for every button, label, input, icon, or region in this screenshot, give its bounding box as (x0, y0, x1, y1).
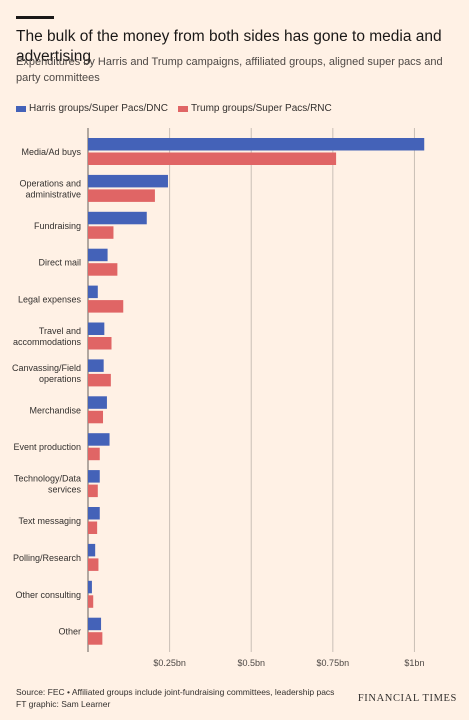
bar-trump (88, 300, 124, 313)
category-label: Polling/Research (13, 553, 81, 563)
category-label-line: Media/Ad buys (21, 147, 81, 157)
x-tick-label: $0.25bn (153, 658, 186, 668)
category-label: Direct mail (38, 258, 81, 268)
category-label-line: Direct mail (38, 258, 81, 268)
category-label: Fundraising (34, 221, 81, 231)
category-label: Other (58, 627, 81, 637)
category-label-line: Merchandise (29, 405, 81, 415)
bar-trump (88, 373, 111, 387)
bar-trump (88, 337, 112, 350)
category-label: Media/Ad buys (21, 147, 81, 157)
bar-trump (88, 447, 100, 461)
bar-harris (88, 580, 92, 594)
category-label: Operations and administrative (19, 178, 81, 199)
category-label-line: Other consulting (15, 590, 81, 600)
bar-harris (88, 359, 104, 372)
bar-trump (88, 226, 114, 239)
category-label: Other consulting (15, 590, 81, 600)
bar-trump (88, 189, 155, 202)
category-label-line: Technology/Data (14, 474, 81, 484)
bar-harris (88, 211, 147, 225)
bar-harris (88, 138, 425, 151)
category-label-line: operations (39, 374, 82, 384)
category-label: Merchandise (29, 405, 81, 415)
x-tick-label: $0.5bn (237, 658, 265, 668)
bar-harris (88, 433, 110, 446)
category-label-line: Fundraising (34, 221, 81, 231)
bar-harris (88, 470, 100, 483)
chart-title: The bulk of the money from both sides ha… (16, 28, 442, 65)
category-label-line: Canvassing/Field (12, 363, 81, 373)
bar-harris (88, 285, 98, 299)
graphic-credit: FT graphic: Sam Learner (16, 699, 111, 709)
category-label-line: Text messaging (18, 516, 81, 526)
legend-label-trump: Trump groups/Super Pacs/RNC (190, 103, 332, 114)
bar-harris (88, 396, 107, 409)
title-rule (16, 16, 54, 19)
category-label-line: Polling/Research (13, 553, 81, 563)
category-label: Travel and accommodations (13, 326, 82, 347)
bar-trump (88, 521, 98, 534)
bar-harris (88, 507, 100, 520)
bar-harris (88, 617, 102, 631)
bar-harris (88, 248, 108, 262)
legend-item-trump: Trump groups/Super Pacs/RNC (177, 103, 332, 114)
bar-trump (88, 484, 98, 498)
category-label-line: administrative (25, 189, 81, 199)
category-label: Event production (13, 442, 81, 452)
category-label-line: Legal expenses (18, 295, 82, 305)
source-note: Source: FEC • Affiliated groups include … (16, 687, 335, 697)
x-tick-label: $0.75bn (317, 658, 350, 668)
category-label: Canvassing/Field operations (12, 363, 82, 384)
bar-trump (88, 595, 94, 608)
legend-label-harris: Harris groups/Super Pacs/DNC (29, 103, 168, 114)
footer: Source: FEC • Affiliated groups include … (16, 686, 334, 710)
category-label-line: accommodations (13, 337, 82, 347)
category-label: Text messaging (18, 516, 81, 526)
legend-swatch-harris (16, 105, 26, 112)
bar-harris (88, 322, 105, 335)
category-label: Technology/Data services (14, 474, 82, 495)
legend: Harris groups/Super Pacs/DNC Trump group… (16, 103, 342, 114)
category-label-line: Other (58, 627, 81, 637)
chart-subtitle: Expenditures by Harris and Trump campaig… (16, 56, 443, 84)
bar-trump (88, 152, 337, 165)
bar-trump (88, 632, 103, 645)
bar-trump (88, 410, 104, 424)
category-label-line: Event production (13, 442, 81, 452)
bar-chart: $0.25bn $0.5bn $0.75bn $1bn Media/Ad buys Ope… (12, 128, 425, 668)
ft-logo: FINANCIAL TIMES (357, 693, 457, 704)
category-label-line: Travel and (39, 326, 81, 336)
bar-trump (88, 558, 99, 571)
category-label-line: services (48, 485, 82, 495)
category-label-line: Operations and (19, 178, 81, 188)
bar-harris (88, 174, 168, 188)
bar-trump (88, 263, 118, 276)
legend-swatch-trump (177, 105, 188, 112)
bar-harris (88, 543, 96, 557)
category-label: Legal expenses (18, 295, 82, 305)
legend-item-harris: Harris groups/Super Pacs/DNC (16, 103, 168, 114)
x-tick-label: $1bn (404, 658, 424, 668)
